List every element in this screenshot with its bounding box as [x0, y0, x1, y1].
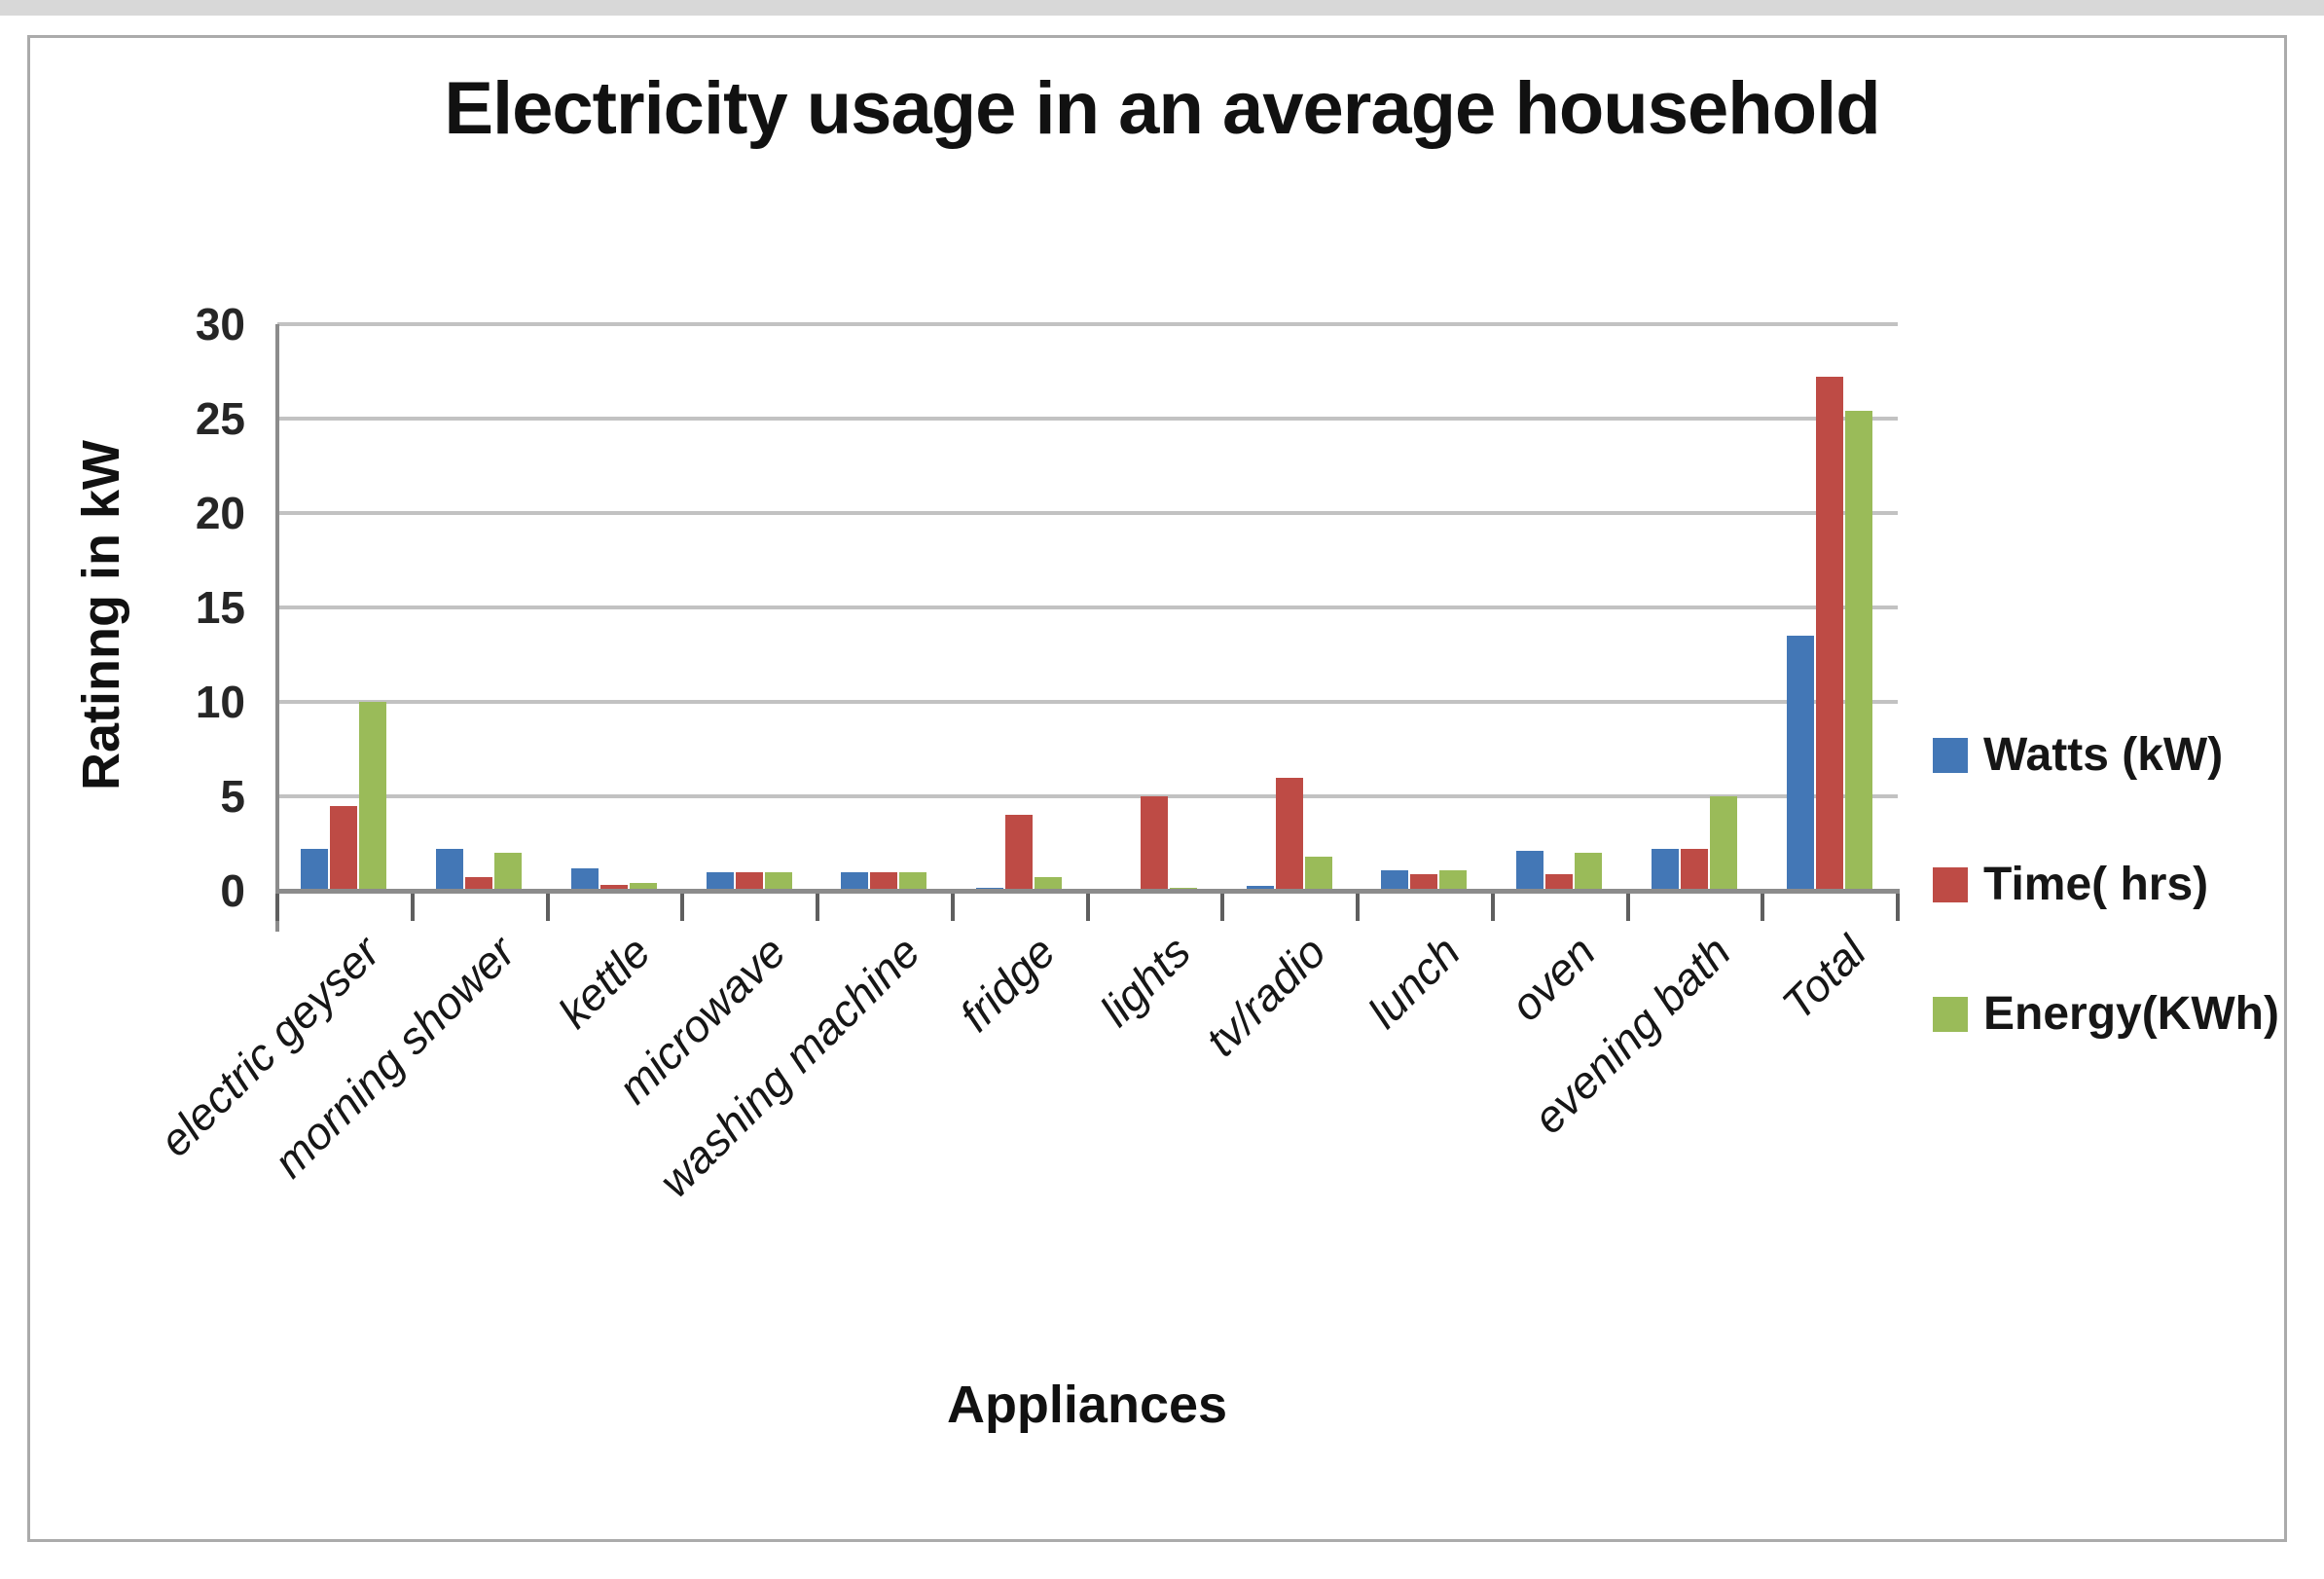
- x-tick: [1896, 894, 1900, 921]
- legend-swatch: [1933, 996, 1968, 1032]
- bar: [870, 872, 897, 891]
- x-tick: [680, 894, 684, 921]
- bar: [1845, 411, 1872, 891]
- gridline: [277, 322, 1898, 326]
- bar: [1247, 886, 1274, 891]
- x-tick: [1491, 894, 1495, 921]
- chart-legend: Watts (kW) Time( hrs) Energy(KWh): [1933, 728, 2279, 1041]
- bar: [1681, 849, 1708, 891]
- page-top-strip: [0, 0, 2324, 16]
- legend-label: Time( hrs): [1983, 859, 2209, 910]
- bar: [359, 702, 386, 891]
- y-tick-label: 30: [195, 299, 245, 349]
- y-tick-label: 20: [195, 488, 245, 538]
- y-axis-line: [275, 324, 279, 932]
- bar: [1545, 874, 1573, 891]
- bar: [1035, 877, 1062, 891]
- y-tick-label: 5: [220, 771, 245, 822]
- bar: [301, 849, 328, 891]
- y-tick-label: 15: [195, 582, 245, 633]
- x-tick: [816, 894, 819, 921]
- legend-swatch: [1933, 737, 1968, 773]
- bar: [736, 872, 763, 891]
- bar: [1305, 857, 1332, 891]
- y-tick-label: 10: [195, 677, 245, 727]
- bar: [1710, 796, 1737, 891]
- x-tick: [1626, 894, 1630, 921]
- bar: [1276, 778, 1303, 891]
- bar: [600, 885, 628, 891]
- bar: [707, 872, 734, 891]
- bar: [465, 877, 492, 891]
- gridline: [277, 511, 1898, 515]
- gridline: [277, 606, 1898, 609]
- bar: [899, 872, 926, 891]
- x-tick: [546, 894, 550, 921]
- bar: [841, 872, 868, 891]
- bar: [1575, 853, 1602, 891]
- bar: [494, 853, 522, 891]
- bar: [1439, 870, 1467, 891]
- legend-item: Watts (kW): [1933, 728, 2279, 782]
- legend-label: Energy(KWh): [1983, 988, 2279, 1040]
- bar: [1816, 377, 1843, 891]
- y-tick-label: 0: [220, 865, 245, 916]
- bar: [1005, 815, 1033, 891]
- chart-frame: [27, 35, 2287, 1542]
- legend-item: Time( hrs): [1933, 858, 2279, 911]
- gridline: [277, 700, 1898, 704]
- legend-swatch: [1933, 866, 1968, 902]
- x-axis-line: [275, 889, 1900, 894]
- bar: [330, 806, 357, 891]
- gridline: [277, 417, 1898, 421]
- x-tick: [411, 894, 415, 921]
- x-tick: [1220, 894, 1224, 921]
- bar: [1516, 851, 1543, 891]
- bar: [630, 883, 657, 891]
- x-tick: [1356, 894, 1360, 921]
- legend-item: Energy(KWh): [1933, 987, 2279, 1041]
- bar: [1141, 796, 1168, 891]
- bar: [765, 872, 792, 891]
- bar: [1652, 849, 1679, 891]
- bar: [1410, 874, 1437, 891]
- legend-label: Watts (kW): [1983, 729, 2224, 781]
- bar: [1787, 636, 1814, 891]
- bar: [1381, 870, 1408, 891]
- bar: [436, 849, 463, 891]
- gridline: [277, 794, 1898, 798]
- x-tick: [1086, 894, 1090, 921]
- chart-title: Electricity usage in an average househol…: [444, 67, 1880, 150]
- bar: [571, 868, 599, 891]
- y-tick-label: 25: [195, 393, 245, 444]
- x-axis-title: Appliances: [946, 1376, 1228, 1434]
- x-tick: [1761, 894, 1764, 921]
- x-tick: [275, 894, 279, 921]
- x-tick: [951, 894, 955, 921]
